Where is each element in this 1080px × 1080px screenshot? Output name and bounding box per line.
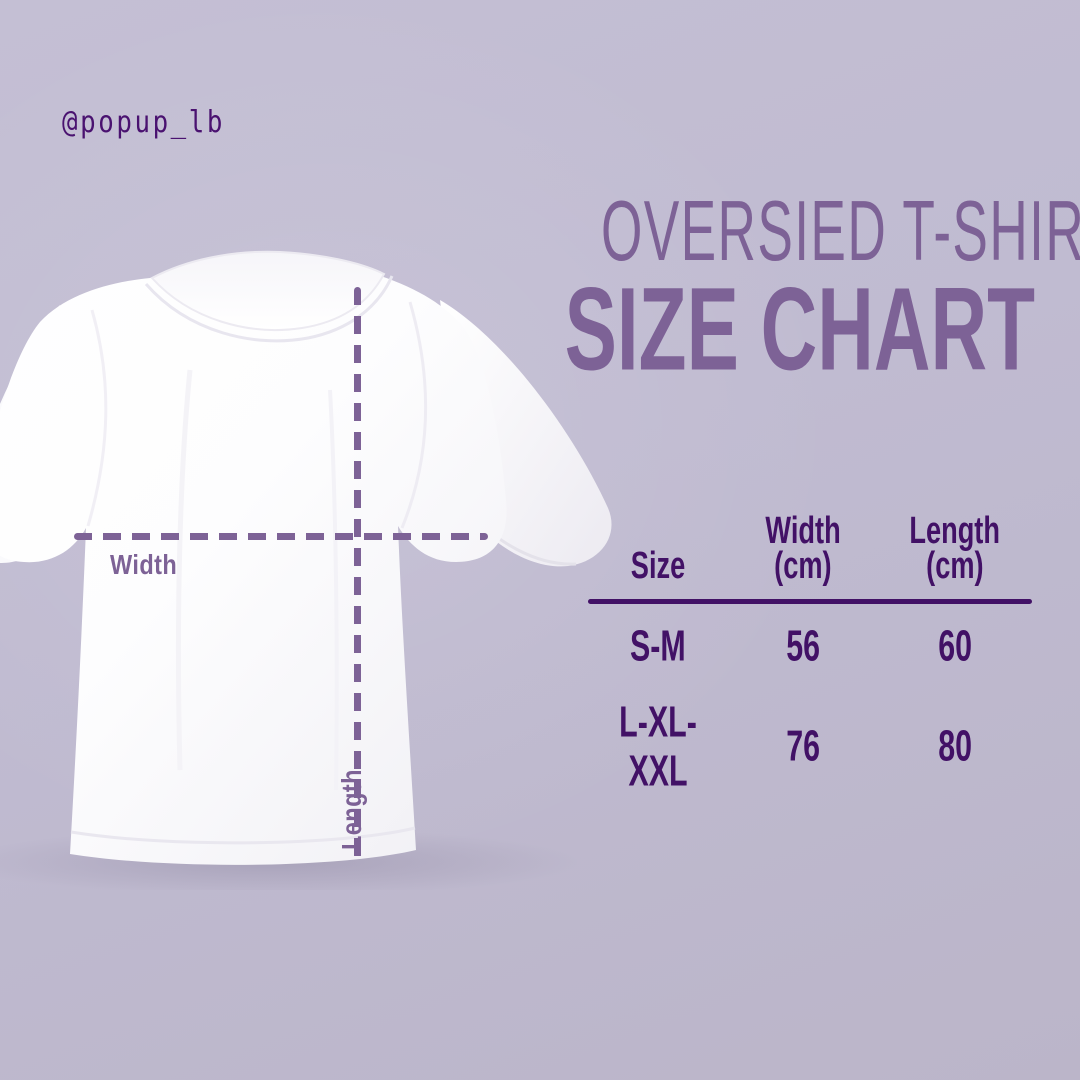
brand-handle: @popup_lb	[62, 105, 226, 140]
header-divider-line	[588, 598, 1032, 604]
shirt-body	[0, 258, 507, 865]
header-width: Width (cm)	[728, 511, 878, 599]
row-1-length-value: 80	[938, 723, 972, 772]
collar-seam	[144, 275, 394, 343]
header-size: Size	[588, 516, 728, 599]
row-1-size-value: L-XL-XXL	[619, 698, 697, 796]
page-subtitle: OVERSIED T-SHIRTS	[601, 183, 1080, 279]
row-0-size: S-M	[588, 604, 728, 683]
size-table-container: Size Width (cm) Length (cm)	[588, 511, 1032, 805]
tshirt-illustration	[0, 250, 640, 890]
row-0-length-value: 60	[938, 622, 972, 671]
row-1-length: 80	[878, 683, 1032, 805]
fabric-fold	[175, 369, 193, 771]
header-width-line1: Width	[765, 509, 841, 553]
table-header-row: Size Width (cm) Length (cm)	[588, 511, 1032, 599]
page-title: SIZE CHART	[564, 262, 1035, 395]
right-shoulder-seam	[400, 301, 428, 529]
row-1-size: L-XL-XXL	[588, 683, 728, 805]
header-divider-row	[588, 598, 1032, 604]
row-1-width: 76	[728, 683, 878, 805]
bottom-hem	[70, 826, 416, 845]
collar	[150, 250, 386, 331]
table-row: L-XL-XXL 76 80	[588, 683, 1032, 805]
header-size-label: Size	[630, 544, 686, 588]
size-table: Size Width (cm) Length (cm)	[588, 511, 1032, 805]
row-0-size-value: S-M	[630, 622, 686, 671]
fabric-fold	[328, 389, 339, 791]
header-length-line2: (cm)	[926, 544, 984, 588]
header-length-line1: Length	[909, 509, 1001, 553]
header-divider-cell	[588, 598, 1032, 604]
table-header: Size Width (cm) Length (cm)	[588, 511, 1032, 599]
row-1-width-value: 76	[786, 723, 820, 772]
row-0-width: 56	[728, 604, 878, 683]
heading-block: OVERSIED T-SHIRTS SIZE CHART	[415, 189, 1080, 388]
header-length: Length (cm)	[878, 511, 1032, 599]
row-0-length: 60	[878, 604, 1032, 683]
table-row: S-M 56 60	[588, 604, 1032, 683]
table-body: S-M 56 60 L-XL-XXL 76	[588, 598, 1032, 805]
row-0-width-value: 56	[786, 622, 820, 671]
left-shoulder-seam	[86, 309, 108, 527]
header-width-line2: (cm)	[774, 544, 832, 588]
tshirt-svg	[0, 250, 612, 890]
